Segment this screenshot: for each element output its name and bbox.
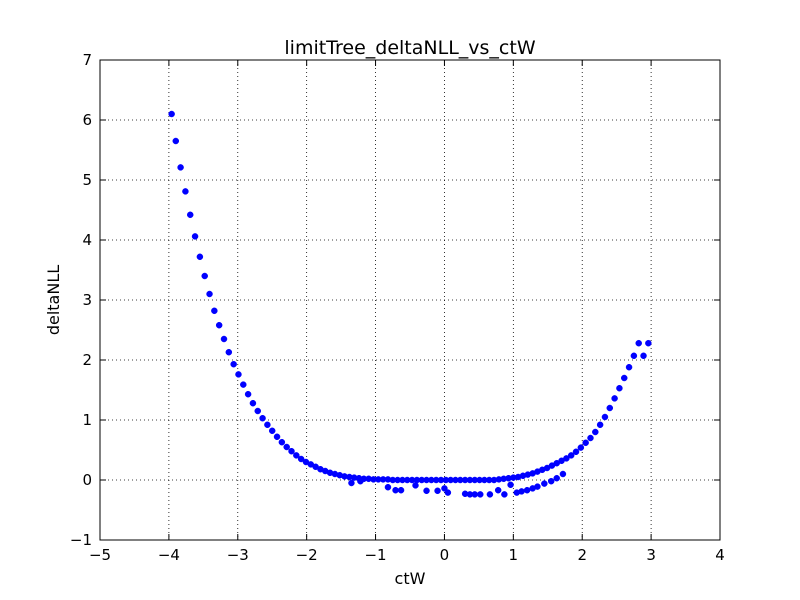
data-point — [501, 491, 508, 498]
data-point — [635, 339, 642, 347]
x-tick-label: −2 — [296, 546, 318, 564]
data-point — [444, 489, 452, 496]
data-point — [293, 452, 300, 459]
data-point — [640, 352, 647, 360]
data-point — [244, 390, 252, 398]
data-point — [611, 395, 618, 402]
data-point — [592, 428, 599, 436]
data-point — [191, 233, 199, 240]
data-point — [494, 486, 502, 494]
data-point — [206, 290, 213, 298]
y-tick-label: 4 — [82, 231, 92, 249]
data-point — [220, 335, 228, 343]
data-point — [201, 272, 208, 280]
data-point — [283, 443, 290, 451]
data-point — [268, 427, 276, 435]
data-point — [572, 448, 580, 456]
data-point — [182, 188, 189, 195]
data-point — [288, 447, 295, 455]
y-tick-label: 0 — [82, 471, 92, 489]
tick-labels: −5 −4 −3 −2 −1 0 1 2 3 4 −1 0 1 2 3 4 5 6 7 — [70, 51, 725, 564]
data-point — [168, 110, 175, 118]
x-tick-label: −1 — [364, 546, 386, 564]
data-point — [471, 491, 479, 498]
data-point — [249, 399, 257, 407]
x-tick-label: 4 — [715, 546, 725, 564]
data-point — [196, 253, 204, 261]
data-point — [541, 480, 548, 487]
y-tick-label: 7 — [82, 51, 92, 69]
data-point — [392, 486, 399, 494]
data-point — [215, 321, 223, 329]
data-point — [278, 438, 286, 446]
data-point — [225, 348, 233, 356]
y-axis-label: deltaNLL — [44, 265, 63, 335]
data-point — [240, 381, 247, 388]
data-point — [596, 421, 604, 429]
y-tick-label: 2 — [82, 351, 92, 369]
data-point — [235, 371, 242, 378]
x-tick-label: −3 — [227, 546, 249, 564]
data-point — [563, 455, 570, 462]
data-point — [582, 439, 589, 447]
grid-lines — [100, 60, 720, 540]
data-point — [523, 486, 531, 494]
data-point — [441, 485, 448, 492]
data-point — [630, 352, 638, 360]
y-tick-label: 3 — [82, 291, 92, 309]
data-point — [486, 491, 494, 498]
y-tick-label: 1 — [82, 411, 92, 429]
data-point — [577, 444, 585, 451]
x-axis-label: ctW — [395, 569, 426, 588]
y-tick-label: −1 — [70, 531, 92, 549]
x-tick-label: 1 — [509, 546, 519, 564]
data-point — [477, 491, 484, 498]
data-point — [518, 488, 525, 495]
data-point — [534, 483, 541, 490]
data-point — [264, 421, 271, 429]
data-point — [357, 477, 364, 485]
data-point — [620, 374, 628, 382]
data-point — [384, 483, 392, 491]
data-point — [559, 470, 567, 478]
data-point — [601, 413, 609, 421]
data-point — [348, 479, 355, 487]
data-point — [434, 487, 441, 495]
data-point — [230, 360, 237, 368]
data-points — [168, 110, 652, 498]
data-point — [397, 486, 405, 494]
data-point — [186, 211, 194, 219]
x-tick-label: 0 — [440, 546, 450, 564]
y-tick-label: 6 — [82, 111, 92, 129]
data-point — [211, 307, 218, 315]
data-point — [177, 164, 184, 171]
x-tick-label: 3 — [646, 546, 656, 564]
data-point — [645, 339, 652, 347]
data-point — [273, 433, 281, 441]
x-tick-label: −4 — [158, 546, 180, 564]
data-point — [412, 482, 419, 489]
data-point — [625, 363, 633, 371]
y-tick-label: 5 — [82, 171, 92, 189]
data-point — [423, 487, 430, 495]
data-point — [606, 404, 614, 412]
data-point — [567, 452, 575, 459]
data-point — [172, 137, 180, 145]
chart-title: limitTree_deltaNLL_vs_ctW — [284, 37, 535, 59]
data-point — [254, 407, 262, 415]
data-point — [507, 481, 514, 489]
data-point — [259, 414, 266, 422]
data-point — [297, 455, 305, 463]
data-point — [553, 474, 560, 482]
data-point — [616, 384, 623, 392]
x-tick-label: 2 — [577, 546, 587, 564]
x-tick-label: −5 — [89, 546, 111, 564]
data-point — [587, 434, 594, 442]
axis-ticks — [99, 59, 721, 541]
data-point — [547, 477, 555, 485]
